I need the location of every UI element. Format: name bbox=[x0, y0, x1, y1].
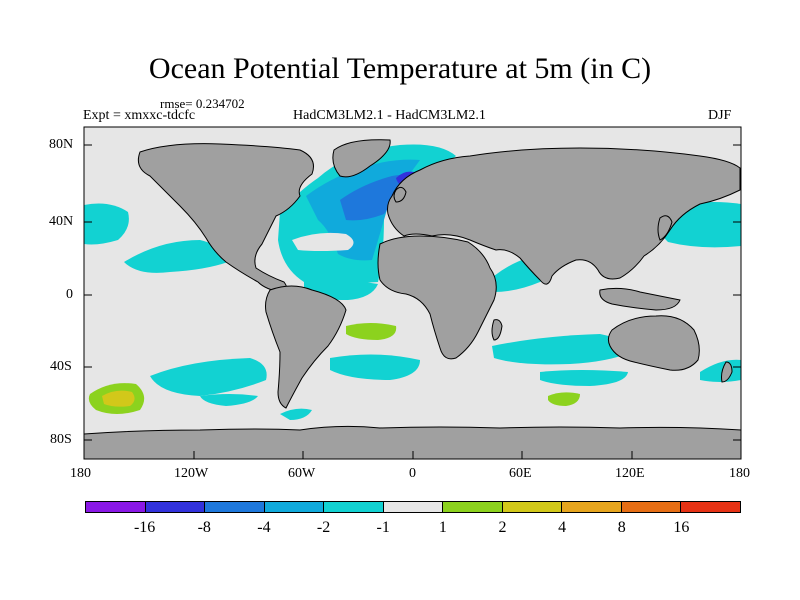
lon-label-60e: 60E bbox=[509, 466, 532, 481]
colorbar-label-8: 8 bbox=[617, 519, 626, 536]
lon-label-120w: 120W bbox=[174, 466, 209, 481]
lat-label-40s: 40S bbox=[50, 359, 72, 374]
land-south-america bbox=[265, 285, 347, 409]
anomaly-north-atlantic-core bbox=[340, 174, 416, 221]
model-difference-label: HadCM3LM2.1 - HadCM3LM2.1 bbox=[293, 108, 486, 123]
land-africa bbox=[377, 235, 497, 360]
colorbar-box-2 bbox=[205, 502, 265, 512]
colorbar bbox=[85, 501, 741, 513]
land bbox=[83, 139, 742, 460]
anomaly-southern-ocean-atlantic bbox=[280, 408, 312, 420]
anomaly-south-indian bbox=[492, 334, 632, 365]
lon-label-180w: 180 bbox=[70, 466, 91, 481]
lat-label-40n: 40N bbox=[49, 214, 74, 229]
anomaly-east-pacific bbox=[124, 240, 228, 273]
land-antarctica bbox=[83, 425, 742, 460]
anomaly-southern-ocean-pacific bbox=[200, 394, 258, 406]
colorbar-label-4: -1 bbox=[376, 519, 390, 536]
land-eurasia bbox=[387, 147, 741, 285]
lon-tick-marks bbox=[193, 451, 633, 459]
land-maritime-continent bbox=[599, 287, 681, 311]
anomaly-warm-gyre bbox=[292, 232, 354, 251]
land-australia bbox=[607, 315, 700, 371]
land-greenland bbox=[332, 139, 391, 178]
colorbar-box-1 bbox=[145, 502, 206, 512]
colorbar-box-9 bbox=[621, 502, 682, 512]
anomaly-north-pacific-west bbox=[84, 203, 129, 245]
colorbar-label-7: 4 bbox=[558, 519, 567, 536]
lat-label-80s: 80S bbox=[50, 432, 72, 447]
lat-tick-marks bbox=[84, 144, 741, 441]
colorbar-box-10 bbox=[681, 502, 741, 512]
colorbar-label-2: -4 bbox=[257, 519, 271, 536]
colorbar-box-8 bbox=[562, 502, 622, 512]
lon-label-180e: 180 bbox=[729, 466, 750, 481]
land-madagascar bbox=[491, 319, 503, 341]
land-new-zealand bbox=[721, 361, 733, 383]
colorbar-box-4 bbox=[324, 502, 384, 512]
anomaly-south-indian-east bbox=[540, 370, 628, 386]
lat-label-80n: 80N bbox=[49, 137, 74, 152]
anomaly-south-pacific-positive-core bbox=[102, 390, 135, 407]
colorbar-label-6: 2 bbox=[498, 519, 507, 536]
colorbar-label-3: -2 bbox=[316, 519, 331, 536]
rmse-label: rmse= 0.234702 bbox=[160, 96, 245, 111]
anomaly-south-indian-positive bbox=[548, 392, 580, 406]
colorbar-box-6 bbox=[443, 502, 503, 512]
lat-label-0: 0 bbox=[66, 287, 73, 302]
map-title: Ocean Potential Temperature at 5m (in C) bbox=[148, 52, 652, 85]
experiment-label: Expt = xmxxc-tdcfc bbox=[83, 108, 196, 123]
colorbar-label-5: 1 bbox=[438, 519, 447, 536]
colorbar-label-0: -16 bbox=[133, 519, 156, 536]
lon-label-60w: 60W bbox=[288, 466, 316, 481]
colorbar-box-3 bbox=[264, 502, 325, 512]
anomaly-south-pacific bbox=[150, 358, 267, 396]
colorbar-label-9: 16 bbox=[673, 519, 690, 536]
colorbar-box-5 bbox=[383, 502, 444, 512]
colorbar-label-1: -8 bbox=[197, 519, 211, 536]
colorbar-box-7 bbox=[502, 502, 563, 512]
lon-label-120e: 120E bbox=[615, 466, 645, 481]
land-britain bbox=[393, 186, 407, 203]
lon-label-0: 0 bbox=[409, 466, 416, 481]
land-north-america bbox=[137, 143, 314, 293]
colorbar-box-0 bbox=[86, 502, 146, 512]
land-japan bbox=[657, 215, 673, 241]
anomaly-south-atlantic-positive bbox=[346, 323, 397, 340]
anomaly-south-atlantic bbox=[330, 354, 420, 380]
season-label: DJF bbox=[708, 108, 732, 123]
